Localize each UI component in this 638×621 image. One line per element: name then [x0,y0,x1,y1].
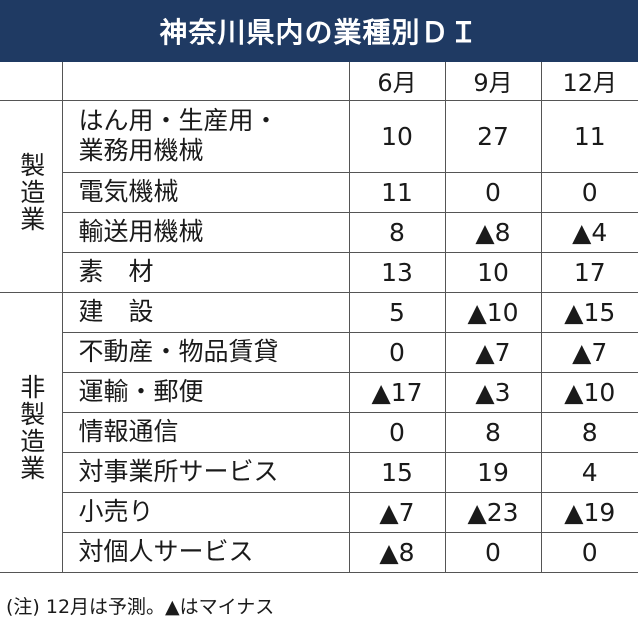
value-cell: 11 [540,99,638,173]
column-header-june: 6月 [348,62,446,101]
sector-label: 情報通信 [62,411,350,453]
value-cell: ▲10 [540,371,638,413]
value-cell: 0 [540,171,638,213]
di-table: 6月 9月 12月 製造業 はん用・生産用・ 業務用機械 10 27 11 電気… [0,62,638,573]
value-cell: ▲8 [348,531,446,573]
table-row: 情報通信 0 8 8 [0,411,638,453]
table-row: 非製造業 建 設 5 ▲10 ▲15 [0,291,638,573]
value-cell: 15 [348,451,446,493]
table-row: 小売り ▲7 ▲23 ▲19 [0,491,638,533]
table-row: 素 材 13 10 17 [0,251,638,293]
value-cell: 10 [444,251,542,293]
table-row: 対個人サービス ▲8 0 0 [0,531,638,573]
table-row: 運輸・郵便 ▲17 ▲3 ▲10 [0,371,638,413]
column-header-december: 12月 [540,62,638,101]
column-header-september: 9月 [444,62,542,101]
table-row: 不動産・物品賃貸 0 ▲7 ▲7 [0,331,638,373]
value-cell: ▲4 [540,211,638,253]
value-cell: 17 [540,251,638,293]
table-row: 電気機械 11 0 0 [0,171,638,213]
value-cell: ▲7 [348,491,446,533]
sector-label: 運輸・郵便 [62,371,350,413]
footnote: (注) 12月は予測。▲はマイナス [6,596,275,618]
value-cell: ▲23 [444,491,542,533]
value-cell: 8 [348,211,446,253]
value-cell: 0 [348,331,446,373]
header-corner-sector [61,62,350,101]
value-cell: 5 [348,291,446,333]
value-cell: 0 [540,531,638,573]
table-title: 神奈川県内の業種別ＤＩ [0,0,638,62]
value-cell: 19 [444,451,542,493]
value-cell: 27 [444,99,542,173]
sector-label: 輸送用機械 [62,211,350,253]
value-cell: 4 [540,451,638,493]
value-cell: ▲10 [444,291,542,333]
value-cell: ▲19 [540,491,638,533]
value-cell: 10 [348,99,446,173]
header-corner-group [0,62,63,101]
sector-label: 対事業所サービス [62,451,350,493]
value-cell: ▲7 [540,331,638,373]
group-label-non-manufacturing: 非製造業 [0,291,63,573]
value-cell: 13 [348,251,446,293]
sector-label: 電気機械 [62,171,350,213]
value-cell: 8 [540,411,638,453]
value-cell: ▲7 [444,331,542,373]
sector-label: 対個人サービス [62,531,350,573]
value-cell: ▲17 [348,371,446,413]
header-row: 6月 9月 12月 [0,62,638,101]
table-row: 製造業 はん用・生産用・ 業務用機械 10 27 11 [0,99,638,293]
table-row: 輸送用機械 8 ▲8 ▲4 [0,211,638,253]
value-cell: ▲15 [540,291,638,333]
value-cell: ▲3 [444,371,542,413]
sector-label: 不動産・物品賃貸 [62,331,350,373]
sector-label: はん用・生産用・ 業務用機械 [61,99,350,173]
value-cell: 0 [348,411,446,453]
group-label-manufacturing: 製造業 [0,99,63,293]
value-cell: 0 [444,531,542,573]
sector-label: 建 設 [61,291,350,333]
value-cell: ▲8 [444,211,542,253]
sector-label: 素 材 [62,251,350,293]
value-cell: 11 [348,171,446,213]
value-cell: 0 [444,171,542,213]
sector-label: 小売り [62,491,350,533]
value-cell: 8 [444,411,542,453]
table-row: 対事業所サービス 15 19 4 [0,451,638,493]
